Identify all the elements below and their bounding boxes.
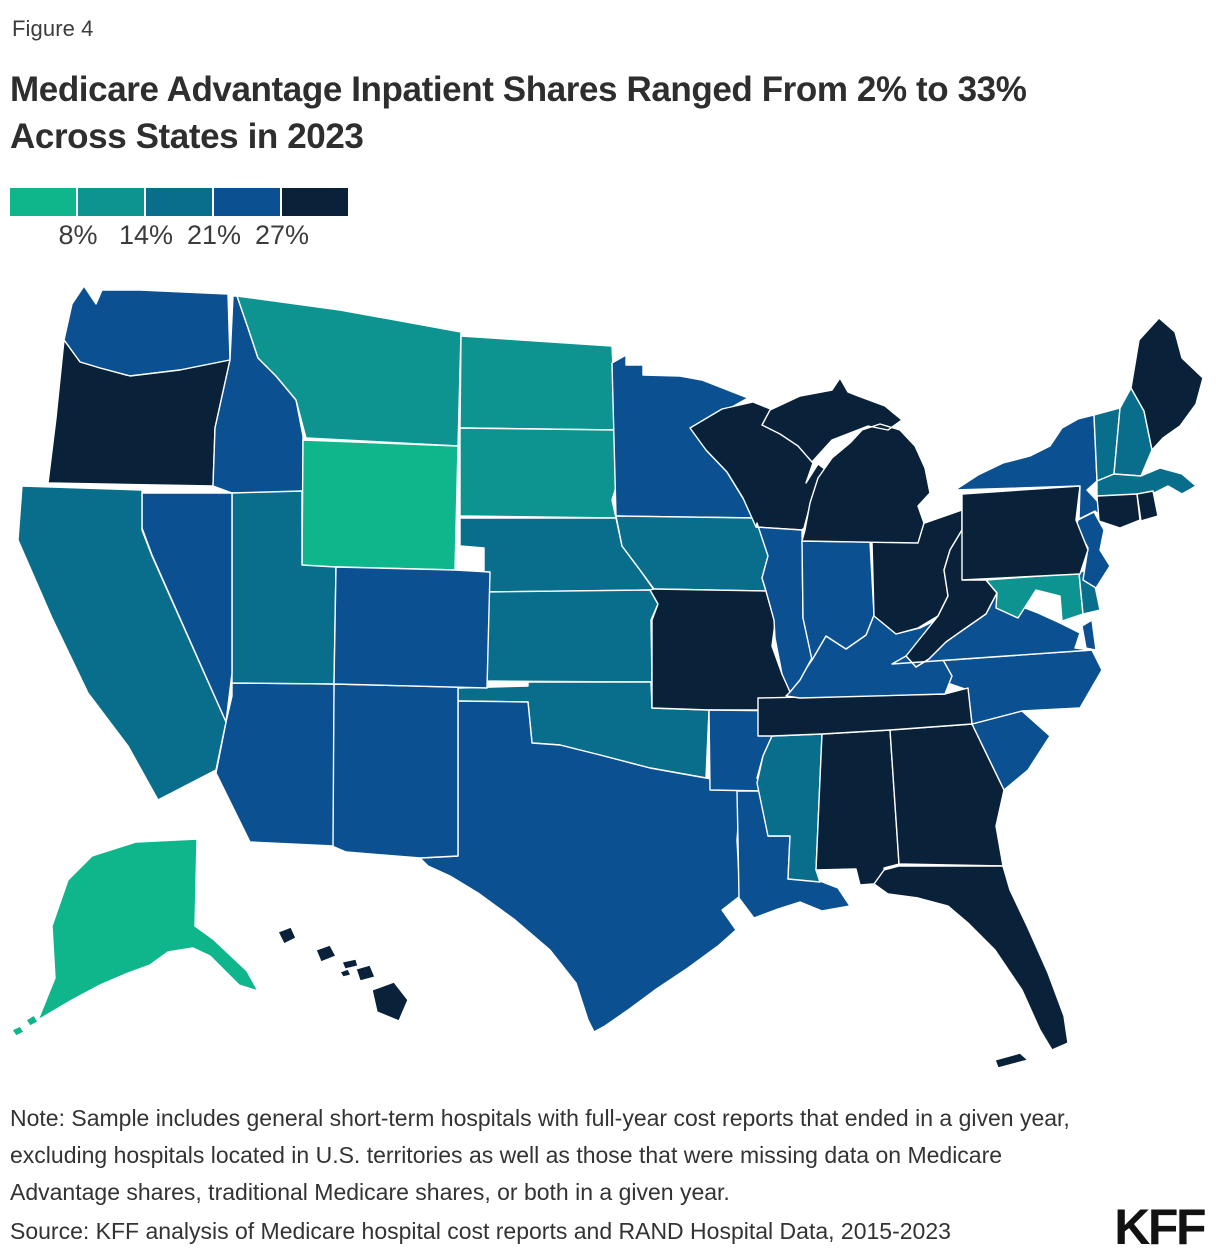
legend-tick-label: 27%	[254, 220, 310, 250]
note-text: Note: Sample includes general short-term…	[10, 1105, 1070, 1205]
figure-title-line2: Across States in 2023	[10, 117, 364, 156]
state-WY[interactable]	[301, 439, 459, 571]
legend-tick-label: 8%	[58, 220, 98, 250]
state-SD[interactable]	[459, 427, 621, 519]
state-AL[interactable]	[815, 729, 900, 886]
state-CO[interactable]	[333, 566, 491, 689]
state-WA[interactable]	[63, 285, 231, 377]
figure-label: Figure 4	[12, 16, 94, 41]
state-ME[interactable]	[1130, 317, 1204, 451]
legend-tick-label: 21%	[186, 220, 242, 250]
state-MT[interactable]	[236, 295, 462, 447]
state-ND[interactable]	[459, 335, 617, 431]
us-choropleth-map	[11, 285, 1204, 1069]
legend-swatch-1	[10, 188, 76, 216]
state-CT[interactable]	[1096, 493, 1141, 529]
legend-swatch-5	[282, 188, 348, 216]
legend-swatch-3	[146, 188, 212, 216]
legend: 8% 14% 21% 27%	[10, 188, 370, 252]
state-CA[interactable]	[17, 485, 227, 801]
legend-tick-row: 8% 14% 21% 27%	[10, 216, 370, 252]
legend-swatch-4	[214, 188, 280, 216]
state-NM[interactable]	[331, 683, 459, 859]
state-RI[interactable]	[1136, 490, 1159, 522]
state-MI[interactable]	[761, 377, 931, 544]
state-IN[interactable]	[801, 540, 875, 661]
kff-logo: KFF	[1114, 1199, 1206, 1255]
legend-swatch-row	[10, 188, 370, 216]
state-PA[interactable]	[961, 485, 1089, 581]
state-TN[interactable]	[757, 687, 973, 737]
figure-title: Medicare Advantage Inpatient Shares Rang…	[10, 66, 1210, 160]
state-HI[interactable]	[277, 926, 409, 1022]
state-AK[interactable]	[11, 838, 259, 1037]
state-TX[interactable]	[419, 700, 742, 1033]
legend-tick-label: 14%	[118, 220, 174, 250]
source-text: Source: KFF analysis of Medicare hospita…	[10, 1218, 951, 1244]
figure-title-line1: Medicare Advantage Inpatient Shares Rang…	[10, 70, 1027, 109]
state-AZ[interactable]	[215, 682, 335, 847]
legend-swatch-2	[78, 188, 144, 216]
state-FL[interactable]	[873, 865, 1069, 1069]
state-KS[interactable]	[483, 589, 659, 683]
